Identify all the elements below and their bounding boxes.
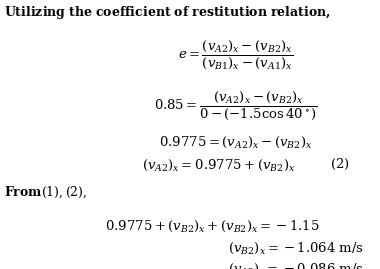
- Text: $(v_{B2})_x=-1.064\ \mathrm{m/s}$: $(v_{B2})_x=-1.064\ \mathrm{m/s}$: [228, 241, 364, 256]
- Text: $\mathbf{Utilizing\ the\ coefficient\ of\ restitution\ relation{,}}$: $\mathbf{Utilizing\ the\ coefficient\ of…: [4, 4, 331, 21]
- Text: $e = \dfrac{(v_{A2})_x-(v_{B2})_x}{(v_{B1})_x-(v_{A1})_x}$: $e = \dfrac{(v_{A2})_x-(v_{B2})_x}{(v_{B…: [178, 39, 293, 71]
- Text: $(v_{A2})_x=0.9775+(v_{B2})_x$: $(v_{A2})_x=0.9775+(v_{B2})_x$: [142, 157, 295, 173]
- Text: $0.9775+(v_{B2})_x+(v_{B2})_x=-1.15$: $0.9775+(v_{B2})_x+(v_{B2})_x=-1.15$: [105, 219, 320, 235]
- Text: $0.9775=(v_{A2})_x-(v_{B2})_x$: $0.9775=(v_{A2})_x-(v_{B2})_x$: [159, 134, 312, 150]
- Text: $\mathbf{From}(1),(2),$: $\mathbf{From}(1),(2),$: [4, 184, 87, 200]
- Text: $(2)$: $(2)$: [330, 157, 350, 172]
- Text: $0.85 = \dfrac{(v_{A2})_x-(v_{B2})_x}{0-(-1.5\cos 40^\circ)}$: $0.85 = \dfrac{(v_{A2})_x-(v_{B2})_x}{0-…: [154, 90, 318, 122]
- Text: $(v_{A2})_x=-0.086\ \mathrm{m/s}$: $(v_{A2})_x=-0.086\ \mathrm{m/s}$: [228, 262, 364, 269]
